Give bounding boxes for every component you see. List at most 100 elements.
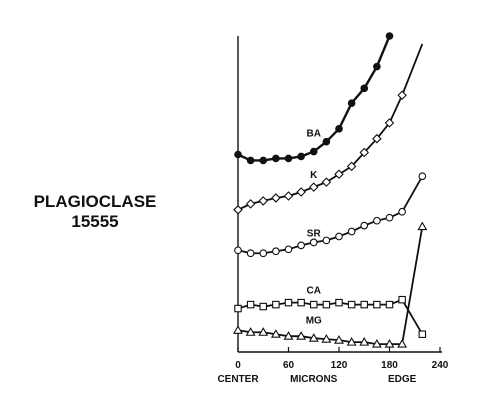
data-point-k: [397, 90, 407, 101]
data-point-mg: [384, 338, 395, 348]
data-point-k: [233, 205, 243, 215]
data-point-sr: [418, 172, 427, 181]
series-line-ba: [237, 35, 391, 162]
data-point-k: [296, 187, 306, 197]
data-point-ba: [297, 152, 305, 161]
series-label-ba: BA: [307, 129, 321, 140]
data-point-ba: [335, 125, 343, 133]
data-point-sr: [335, 232, 343, 241]
data-point-mg: [296, 331, 307, 340]
data-point-ca: [284, 298, 293, 307]
x-tick-label: 0: [235, 360, 241, 371]
data-point-k: [258, 196, 269, 206]
data-point-mg: [371, 338, 382, 348]
data-point-mg: [417, 221, 428, 231]
data-point-ca: [259, 302, 267, 311]
data-point-sr: [309, 238, 318, 247]
data-point-ca: [335, 298, 343, 307]
data-point-ca: [398, 295, 406, 304]
data-point-ca: [297, 298, 305, 307]
series-k: [233, 43, 424, 215]
series-line-sr: [237, 175, 424, 255]
data-point-sr: [398, 207, 406, 216]
data-point-ca: [385, 300, 394, 309]
data-point-ca: [418, 330, 427, 338]
data-point-mg: [270, 329, 281, 338]
data-point-k: [359, 147, 370, 158]
series-mg: [233, 221, 428, 348]
data-point-ba: [385, 32, 394, 40]
series-label-ca: CA: [307, 286, 321, 297]
data-point-sr: [385, 213, 394, 222]
data-point-ca: [373, 300, 381, 309]
data-point-sr: [360, 221, 369, 230]
series-extension-k: [401, 43, 424, 96]
data-point-mg: [308, 333, 319, 342]
series-layer: [233, 32, 428, 348]
label-layer: BA K SR CA MG: [306, 129, 322, 327]
data-point-sr: [246, 249, 255, 258]
data-point-ca: [246, 300, 255, 309]
data-point-sr: [347, 227, 356, 236]
series-label-mg: MG: [306, 315, 322, 326]
data-point-ba: [309, 147, 318, 156]
axes: 0 60 120 180 240 CENTER EDGE MICRONS: [217, 36, 449, 385]
data-point-sr: [284, 245, 293, 254]
data-point-mg: [258, 327, 269, 336]
series-label-sr: SR: [307, 228, 322, 239]
data-point-sr: [297, 241, 305, 250]
data-point-sr: [272, 247, 280, 256]
x-tick-label: 180: [381, 360, 398, 371]
data-point-mg: [359, 337, 370, 346]
data-point-mg: [334, 335, 344, 344]
x-tick-label: 120: [331, 360, 348, 371]
data-point-k: [308, 182, 319, 192]
data-point-ba: [234, 150, 242, 159]
chart-title: PLAGIOCLASE 15555: [20, 192, 170, 232]
series-ba: [234, 32, 394, 165]
data-point-k: [245, 199, 256, 209]
series-line-k: [237, 94, 403, 211]
data-point-ba: [246, 156, 255, 165]
x-axis-label: MICRONS: [290, 374, 338, 385]
data-point-mg: [321, 334, 332, 343]
series-ca: [234, 295, 427, 338]
data-point-mg: [397, 338, 408, 348]
x-end-label-right: EDGE: [388, 374, 417, 385]
data-point-k: [384, 118, 395, 128]
series-sr: [234, 172, 427, 258]
data-point-ca: [360, 300, 368, 309]
x-tick-label: 240: [432, 360, 449, 371]
data-point-mg: [346, 337, 357, 346]
title-line-2: 15555: [71, 212, 119, 231]
data-point-sr: [373, 216, 381, 225]
data-point-mg: [283, 331, 294, 340]
title-line-1: PLAGIOCLASE: [33, 192, 157, 211]
data-point-ca: [322, 300, 331, 309]
data-point-k: [271, 193, 281, 203]
x-tick-label: 60: [283, 360, 295, 371]
data-point-ba: [272, 154, 280, 163]
data-point-k: [321, 177, 332, 187]
data-point-k: [346, 161, 357, 172]
data-point-ca: [309, 300, 318, 309]
data-point-ca: [347, 300, 356, 309]
data-point-k: [372, 133, 382, 144]
data-point-sr: [322, 236, 331, 245]
data-point-mg: [233, 325, 243, 334]
data-point-ca: [234, 304, 242, 313]
series-line-mg: [237, 226, 424, 346]
x-end-label-left: CENTER: [217, 374, 259, 385]
series-label-k: K: [310, 170, 318, 181]
data-point-ba: [259, 156, 268, 165]
data-point-ca: [272, 300, 280, 309]
data-point-ba: [284, 154, 293, 163]
data-point-k: [334, 169, 344, 180]
data-point-ba: [347, 99, 356, 107]
data-point-sr: [234, 246, 242, 255]
data-point-ba: [360, 84, 369, 93]
data-point-k: [283, 191, 294, 201]
data-point-ba: [322, 137, 331, 146]
data-point-ba: [373, 62, 381, 71]
